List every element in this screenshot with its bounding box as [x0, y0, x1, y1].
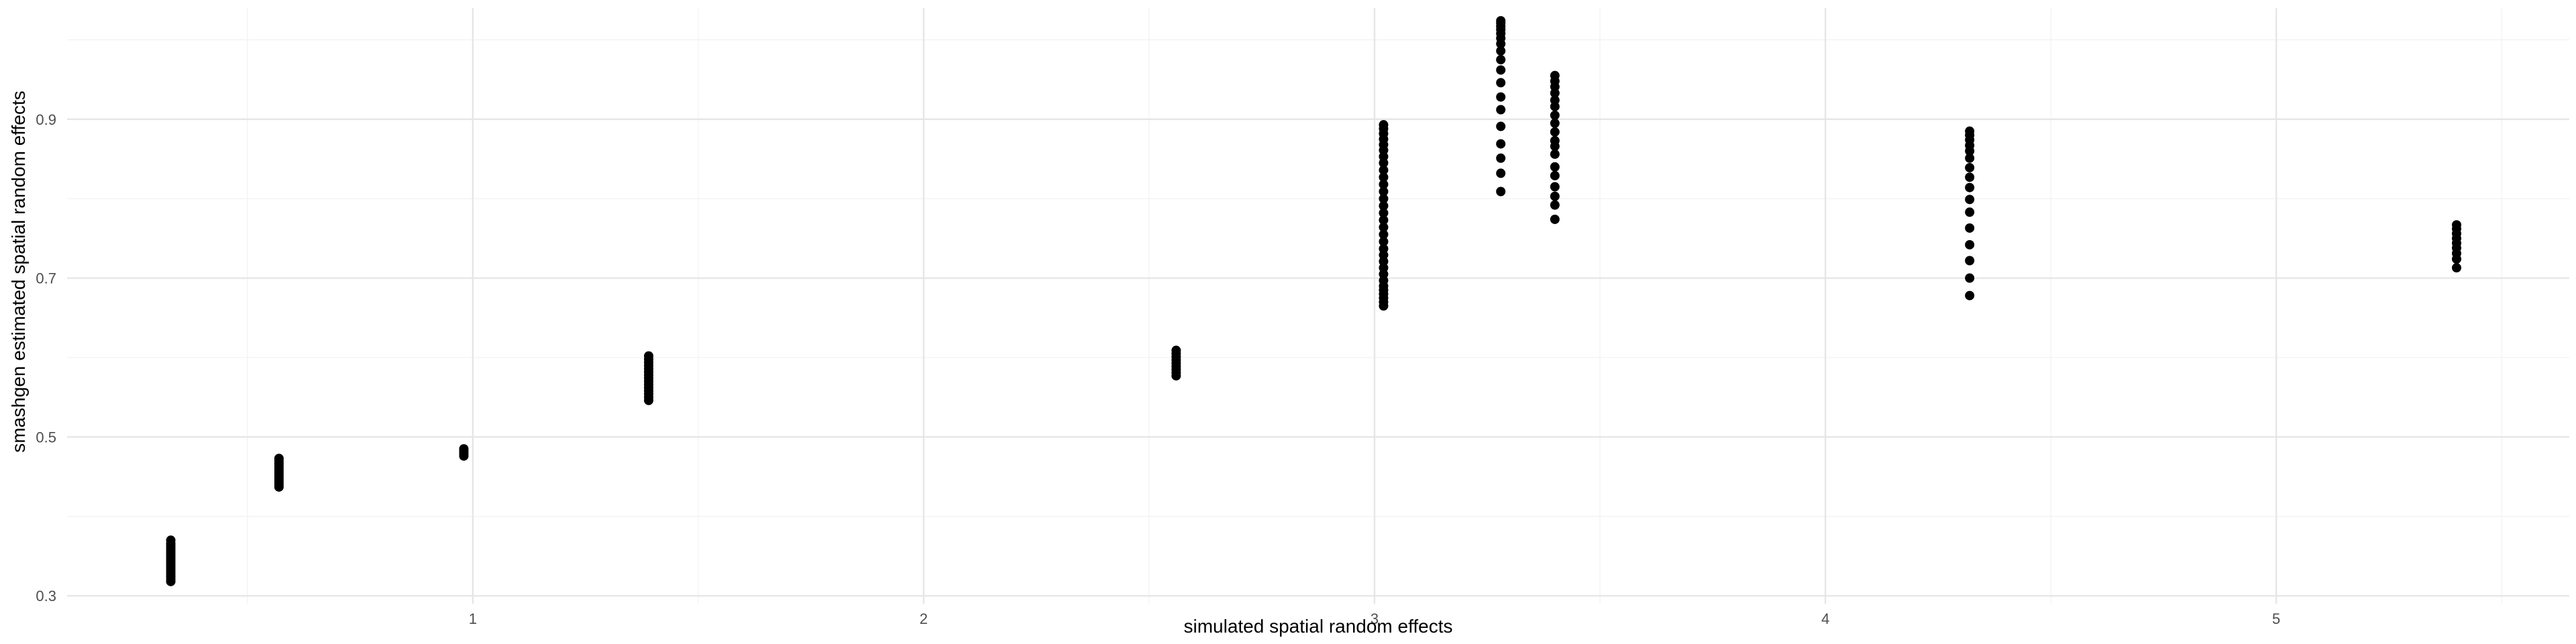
- major-gridlines: [67, 8, 2569, 604]
- data-point: [1379, 179, 1389, 189]
- data-point: [1550, 170, 1560, 180]
- y-axis-title: smashgen estimated spatial random effect…: [8, 91, 29, 453]
- y-tick-label: 0.5: [36, 429, 56, 445]
- data-point: [1550, 70, 1560, 80]
- data-point: [1496, 168, 1506, 178]
- data-point: [1496, 153, 1506, 163]
- y-tick-label: 0.9: [36, 111, 56, 128]
- data-point: [1965, 273, 1975, 283]
- data-point: [1496, 186, 1506, 197]
- data-point: [1379, 208, 1389, 218]
- data-point: [1379, 120, 1389, 130]
- minor-gridlines: [67, 8, 2569, 604]
- data-point: [1965, 290, 1975, 301]
- data-point: [1379, 237, 1389, 247]
- data-point: [1496, 54, 1506, 64]
- data-point: [1550, 191, 1560, 201]
- data-point: [1379, 172, 1389, 182]
- data-point: [1550, 182, 1560, 192]
- data-point: [1379, 186, 1389, 197]
- x-tick-label: 1: [469, 610, 477, 627]
- data-point: [1965, 239, 1975, 250]
- data-point: [1965, 182, 1975, 193]
- x-tick-label: 3: [1371, 610, 1379, 627]
- data-point: [1496, 15, 1506, 25]
- data-point: [274, 453, 284, 464]
- x-axis-title: simulated spatial random effects: [1183, 616, 1452, 637]
- data-point: [1379, 222, 1389, 232]
- data-point: [1965, 256, 1975, 266]
- data-point: [1379, 194, 1389, 204]
- data-point: [1550, 95, 1560, 105]
- data-point: [1496, 65, 1506, 75]
- y-tick-label: 0.3: [36, 588, 56, 604]
- y-axis-tick-labels: 0.3 0.5 0.7 0.9: [36, 111, 56, 604]
- data-point: [1965, 195, 1975, 205]
- data-point: [1550, 149, 1560, 159]
- data-point: [1496, 46, 1506, 56]
- data-point: [1965, 126, 1975, 136]
- data-point: [1550, 118, 1560, 128]
- data-point: [1171, 345, 1181, 356]
- data-point: [1496, 92, 1506, 102]
- x-axis-tick-labels: 1 2 3 4 5: [469, 610, 2281, 627]
- data-point: [1550, 162, 1560, 172]
- data-point: [1496, 105, 1506, 115]
- data-point: [1550, 214, 1560, 224]
- data-point: [643, 351, 653, 361]
- x-tick-label: 5: [2272, 610, 2280, 627]
- data-point: [1496, 139, 1506, 149]
- data-point: [1379, 229, 1389, 239]
- data-point: [1550, 127, 1560, 137]
- data-point: [1496, 121, 1506, 131]
- y-tick-label: 0.7: [36, 270, 56, 287]
- data-point: [1965, 162, 1975, 172]
- data-point: [2451, 220, 2461, 230]
- data-points: [166, 15, 2461, 586]
- data-point: [1379, 244, 1389, 254]
- x-tick-label: 2: [920, 610, 928, 627]
- data-point: [1965, 207, 1975, 217]
- data-point: [166, 535, 176, 545]
- data-point: [1550, 200, 1560, 210]
- data-point: [1965, 172, 1975, 182]
- data-point: [1965, 223, 1975, 233]
- data-point: [1379, 201, 1389, 211]
- data-point: [2451, 263, 2461, 273]
- data-point: [1379, 215, 1389, 225]
- data-point: [459, 444, 469, 454]
- data-point: [1550, 136, 1560, 146]
- data-point: [1965, 153, 1975, 163]
- x-tick-label: 4: [1821, 610, 1829, 627]
- data-point: [1496, 78, 1506, 88]
- data-point: [1550, 110, 1560, 120]
- data-point: [1379, 165, 1389, 175]
